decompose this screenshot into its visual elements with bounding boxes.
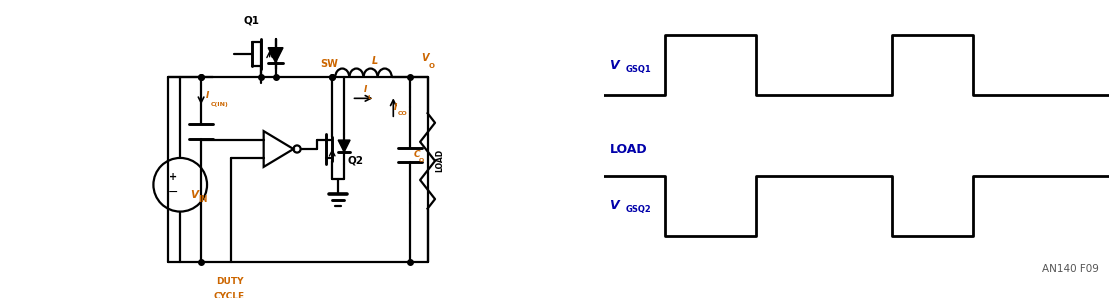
Text: Q1: Q1 (244, 16, 260, 26)
Text: GSQ1: GSQ1 (625, 65, 651, 74)
Text: LOAD: LOAD (435, 149, 444, 173)
Text: C: C (414, 150, 420, 159)
Text: L: L (373, 55, 378, 66)
Text: SW: SW (321, 58, 338, 69)
Text: AN140 F09: AN140 F09 (1042, 264, 1099, 274)
Text: CYCLE: CYCLE (214, 292, 245, 298)
Text: V: V (421, 52, 429, 63)
Text: I: I (205, 91, 208, 100)
Text: −: − (167, 186, 179, 199)
Text: O: O (418, 159, 424, 163)
Polygon shape (338, 140, 350, 152)
Text: V: V (610, 199, 619, 212)
Text: CO: CO (398, 111, 407, 116)
Text: LOAD: LOAD (610, 142, 647, 156)
Text: Q2: Q2 (347, 156, 363, 166)
Polygon shape (268, 48, 283, 63)
Text: V: V (191, 190, 199, 200)
Text: C(IN): C(IN) (211, 102, 228, 107)
Text: GSQ2: GSQ2 (625, 205, 651, 215)
Text: DUTY: DUTY (215, 277, 243, 286)
Text: L: L (367, 95, 372, 100)
Text: +: + (169, 172, 176, 182)
Text: I: I (394, 103, 397, 112)
Text: O: O (429, 63, 435, 69)
Text: IN: IN (199, 195, 208, 204)
Text: I: I (364, 85, 367, 94)
Text: V: V (610, 58, 619, 72)
